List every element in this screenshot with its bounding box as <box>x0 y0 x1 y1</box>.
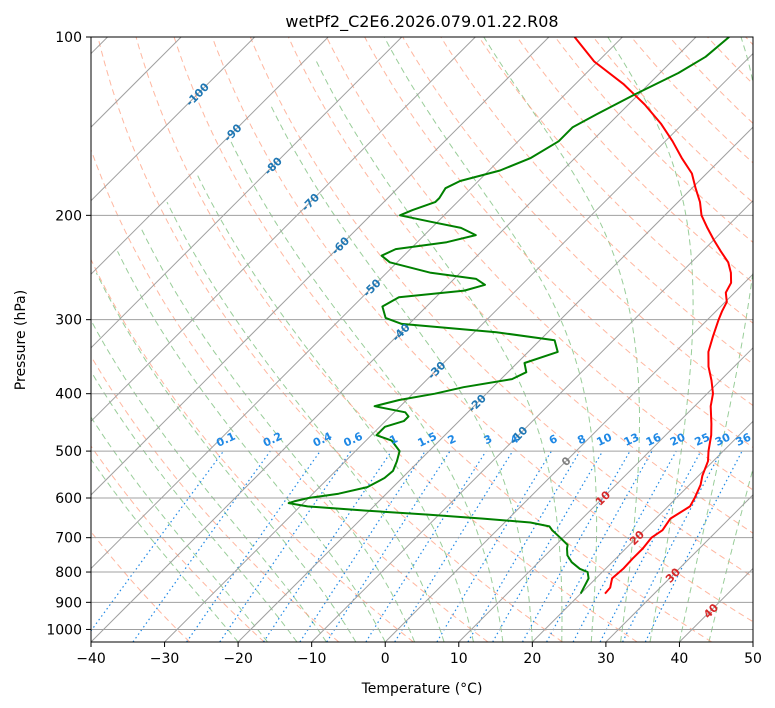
x-tick-label: 50 <box>744 651 762 667</box>
dewpoint-profile-line <box>287 37 730 595</box>
moist-adiabat-line <box>117 251 386 642</box>
mixing-ratio-line <box>219 450 352 642</box>
y-tick-label: 800 <box>55 565 82 581</box>
isotherm-lines <box>91 37 753 642</box>
x-axis: −40 −30 −20 −10 0 10 20 30 40 50 <box>76 642 762 667</box>
isotherm-line <box>91 37 476 423</box>
pressure-gridlines <box>91 37 753 630</box>
dry-adiabats <box>91 37 753 642</box>
moist-adiabat-line <box>383 37 598 642</box>
mixing-ratio-line <box>132 450 271 642</box>
isotherm-line <box>384 273 753 642</box>
mixing-ratio-line <box>326 450 451 642</box>
mixing-ratio-label: 10 <box>595 430 615 448</box>
moist-adiabat-line <box>678 37 753 642</box>
y-tick-label: 100 <box>55 30 82 46</box>
dry-adiabat-line <box>91 258 414 642</box>
y-axis: 100 200 300 400 500 600 700 800 900 1000 <box>46 30 91 638</box>
mixing-ratio-line <box>572 450 677 642</box>
x-tick-label: −40 <box>76 651 106 667</box>
mixing-ratio-label: 13 <box>622 431 641 449</box>
isotherm-line <box>91 37 623 570</box>
y-tick-label: 500 <box>55 444 82 460</box>
isotherm-line <box>531 420 753 642</box>
mixing-ratio-label: 16 <box>644 430 664 448</box>
moist-adiabat-line <box>483 37 640 642</box>
moist-adiabat-line <box>91 458 239 642</box>
moist-adiabat-line <box>196 173 474 642</box>
isotherm-line <box>91 37 697 642</box>
mixing-ratio-line <box>467 450 581 642</box>
x-tick-label: 10 <box>450 651 468 667</box>
y-tick-label: 400 <box>55 387 82 403</box>
y-axis-title: Pressure (hPa) <box>13 290 29 390</box>
profile-series <box>287 37 733 595</box>
x-tick-label: 20 <box>523 651 541 667</box>
x-tick-label: −10 <box>297 651 327 667</box>
mixing-ratio-line <box>262 450 392 642</box>
isotherm-line <box>91 37 329 275</box>
isotherm-line <box>91 37 550 496</box>
y-tick-label: 900 <box>55 595 82 611</box>
y-tick-label: 300 <box>55 313 82 329</box>
mixing-ratio-label: 25 <box>693 431 712 449</box>
moist-adiabat-line <box>607 37 694 642</box>
isotherm-line <box>91 37 403 349</box>
mixing-ratio-line <box>436 450 553 642</box>
isotherm-line <box>164 52 753 642</box>
dry-adiabat-line <box>554 37 753 244</box>
dry-adiabat-line <box>249 37 753 578</box>
temperature-profile-line <box>573 37 733 595</box>
mixing-ratio-line <box>299 450 426 642</box>
mixing-ratio-line <box>365 450 487 642</box>
y-tick-label: 1000 <box>46 622 82 638</box>
moist-adiabats <box>91 37 753 642</box>
plot-area: 0.1 0.2 0.4 0.6 1 1.5 2 3 4 6 8 10 13 16 20 25 30 36-100-… <box>91 37 754 642</box>
x-tick-label: −20 <box>223 651 253 667</box>
y-tick-label: 600 <box>55 491 82 507</box>
x-tick-label: 40 <box>671 651 689 667</box>
mixing-ratio-line <box>599 450 702 642</box>
plot-frame <box>90 36 754 643</box>
isotherm-line <box>91 37 256 202</box>
mixing-ratio-label: 30 <box>713 430 733 448</box>
y-tick-label: 700 <box>55 531 82 547</box>
moist-adiabat-line <box>140 227 416 642</box>
dry-adiabat-line <box>287 37 753 534</box>
moist-adiabat-line <box>91 416 268 642</box>
dry-adiabat-line <box>211 37 753 623</box>
chart-title: wetPf2_C2E6.2026.079.01.22.R08 <box>285 12 558 32</box>
dry-adiabat-line <box>402 37 753 407</box>
isotherm-line <box>311 199 753 642</box>
mixing-ratio-label: 36 <box>734 430 754 448</box>
dry-adiabat-line <box>364 37 753 449</box>
isotherm-line <box>458 347 753 642</box>
mixing-ratio-line <box>186 450 321 642</box>
dry-adiabat-line <box>173 37 713 642</box>
x-tick-label: 0 <box>381 651 390 667</box>
moist-adiabat-line <box>269 104 533 642</box>
moist-adiabat-line <box>708 466 753 642</box>
moist-adiabat-line <box>95 272 357 642</box>
dry-adiabat-line <box>478 37 753 324</box>
y-tick-label: 200 <box>55 208 82 224</box>
moist-adiabat-line <box>166 201 445 642</box>
dry-adiabat-line <box>440 37 753 365</box>
dry-adiabat-line <box>97 37 563 642</box>
dry-adiabat-line <box>91 148 489 642</box>
dry-adiabat-line <box>592 37 753 204</box>
x-tick-label: −30 <box>150 651 180 667</box>
x-tick-label: 30 <box>597 651 615 667</box>
x-axis-title: Temperature (°C) <box>361 681 483 697</box>
isotherm-line <box>237 126 753 642</box>
isotherm-line <box>605 494 753 642</box>
dry-adiabat-line <box>91 445 265 642</box>
moist-adiabat-line <box>316 61 563 642</box>
mixing-ratio-label: 20 <box>668 430 688 448</box>
